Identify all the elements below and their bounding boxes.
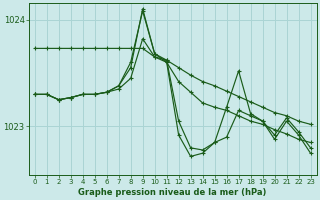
X-axis label: Graphe pression niveau de la mer (hPa): Graphe pression niveau de la mer (hPa) (78, 188, 267, 197)
